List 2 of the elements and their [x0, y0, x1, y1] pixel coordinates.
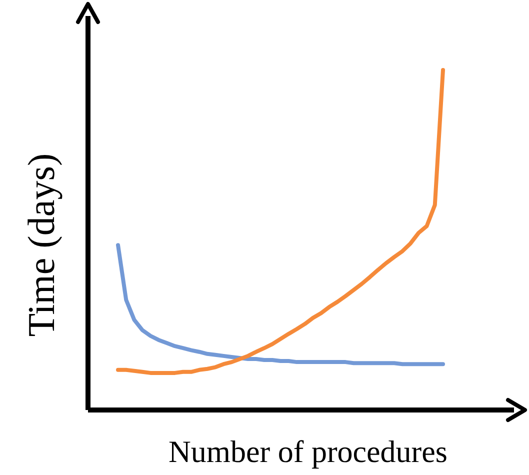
y-axis-title: Time (days) [21, 153, 63, 337]
x-axis-title: Number of procedures [168, 434, 448, 469]
